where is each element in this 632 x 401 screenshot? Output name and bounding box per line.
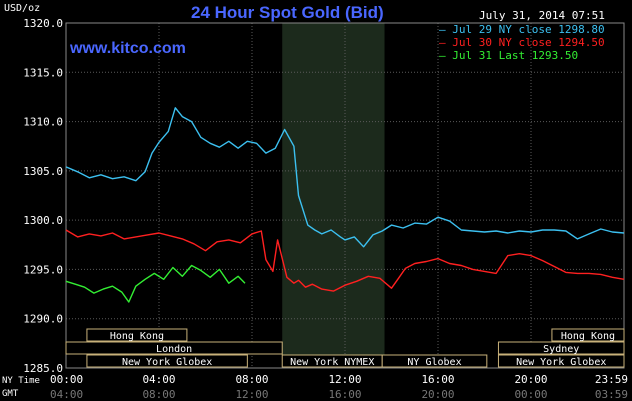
- legend-jul29: — Jul 29 NY close 1298.80: [439, 23, 605, 36]
- x-tick-ny: 00:00: [50, 373, 83, 386]
- session-box: Hong Kong: [551, 328, 625, 342]
- session-highlight: [282, 23, 385, 368]
- session-rect: [497, 341, 625, 355]
- legend-jul31: — Jul 31 Last 1293.50: [439, 49, 579, 62]
- legend: — Jul 29 NY close 1298.80 — Jul 30 NY cl…: [439, 23, 605, 62]
- session-box: NY Globex: [381, 354, 488, 368]
- session-label: New York Globex: [516, 357, 606, 368]
- y-tick-label: 1295.0: [23, 263, 63, 276]
- session-label: New York NYMEX: [290, 357, 374, 368]
- x-tick-gmt: 16:00: [328, 388, 361, 401]
- session-rect: [86, 328, 188, 342]
- chart-title: 24 Hour Spot Gold (Bid): [191, 3, 384, 22]
- session-label: Hong Kong: [561, 331, 615, 342]
- y-tick-label: 1305.0: [23, 165, 63, 178]
- x-tick-ny: 20:00: [514, 373, 547, 386]
- y-tick-label: 1320.0: [23, 17, 63, 30]
- y-tick-label: 1310.0: [23, 116, 63, 129]
- series-line-0: [65, 107, 625, 248]
- session-label: NY Globex: [407, 357, 461, 368]
- session-label: New York Globex: [122, 357, 212, 368]
- session-label: Hong Kong: [110, 331, 164, 342]
- x-tick-ny: 23:59: [595, 373, 628, 386]
- session-label: Sydney: [543, 344, 579, 355]
- session-rect: [381, 354, 488, 368]
- session-box: New York Globex: [497, 354, 625, 368]
- series-line-1: [65, 229, 625, 292]
- y-tick-label: 1315.0: [23, 66, 63, 79]
- x-tick-gmt: 04:00: [50, 388, 83, 401]
- session-box: London: [65, 341, 283, 355]
- x-tick-gmt: 20:00: [421, 388, 454, 401]
- y-tick-label: 1285.0: [23, 362, 63, 375]
- x-tick-ny: 12:00: [328, 373, 361, 386]
- gmt-label: GMT: [2, 389, 19, 399]
- x-tick-ny: 08:00: [235, 373, 268, 386]
- y-tick-label: 1300.0: [23, 214, 63, 227]
- legend-jul30: — Jul 30 NY close 1294.50: [439, 36, 605, 49]
- y-unit-label: USD/oz: [4, 3, 41, 14]
- session-rect: [86, 354, 248, 368]
- session-label: London: [156, 344, 192, 355]
- session-rect: [497, 354, 625, 368]
- plot-frame: [65, 22, 625, 369]
- x-tick-gmt: 08:00: [142, 388, 175, 401]
- session-box: Hong Kong: [86, 328, 188, 342]
- x-tick-gmt: 12:00: [235, 388, 268, 401]
- x-tick-gmt: 00:00: [514, 388, 547, 401]
- x-tick-ny: 04:00: [142, 373, 175, 386]
- ny-time-label: NY Time: [2, 376, 40, 386]
- session-box: New York NYMEX: [281, 354, 383, 368]
- series-line-2: [65, 264, 246, 303]
- site-label: www.kitco.com: [70, 40, 186, 57]
- y-tick-label: 1290.0: [23, 313, 63, 326]
- session-rect: [65, 341, 283, 355]
- session-box: New York Globex: [86, 354, 248, 368]
- x-tick-ny: 16:00: [421, 373, 454, 386]
- x-tick-gmt: 03:59: [595, 388, 628, 401]
- session-rect: [551, 328, 625, 342]
- session-box: Sydney: [497, 341, 625, 355]
- date-stamp: July 31, 2014 07:51: [479, 9, 605, 22]
